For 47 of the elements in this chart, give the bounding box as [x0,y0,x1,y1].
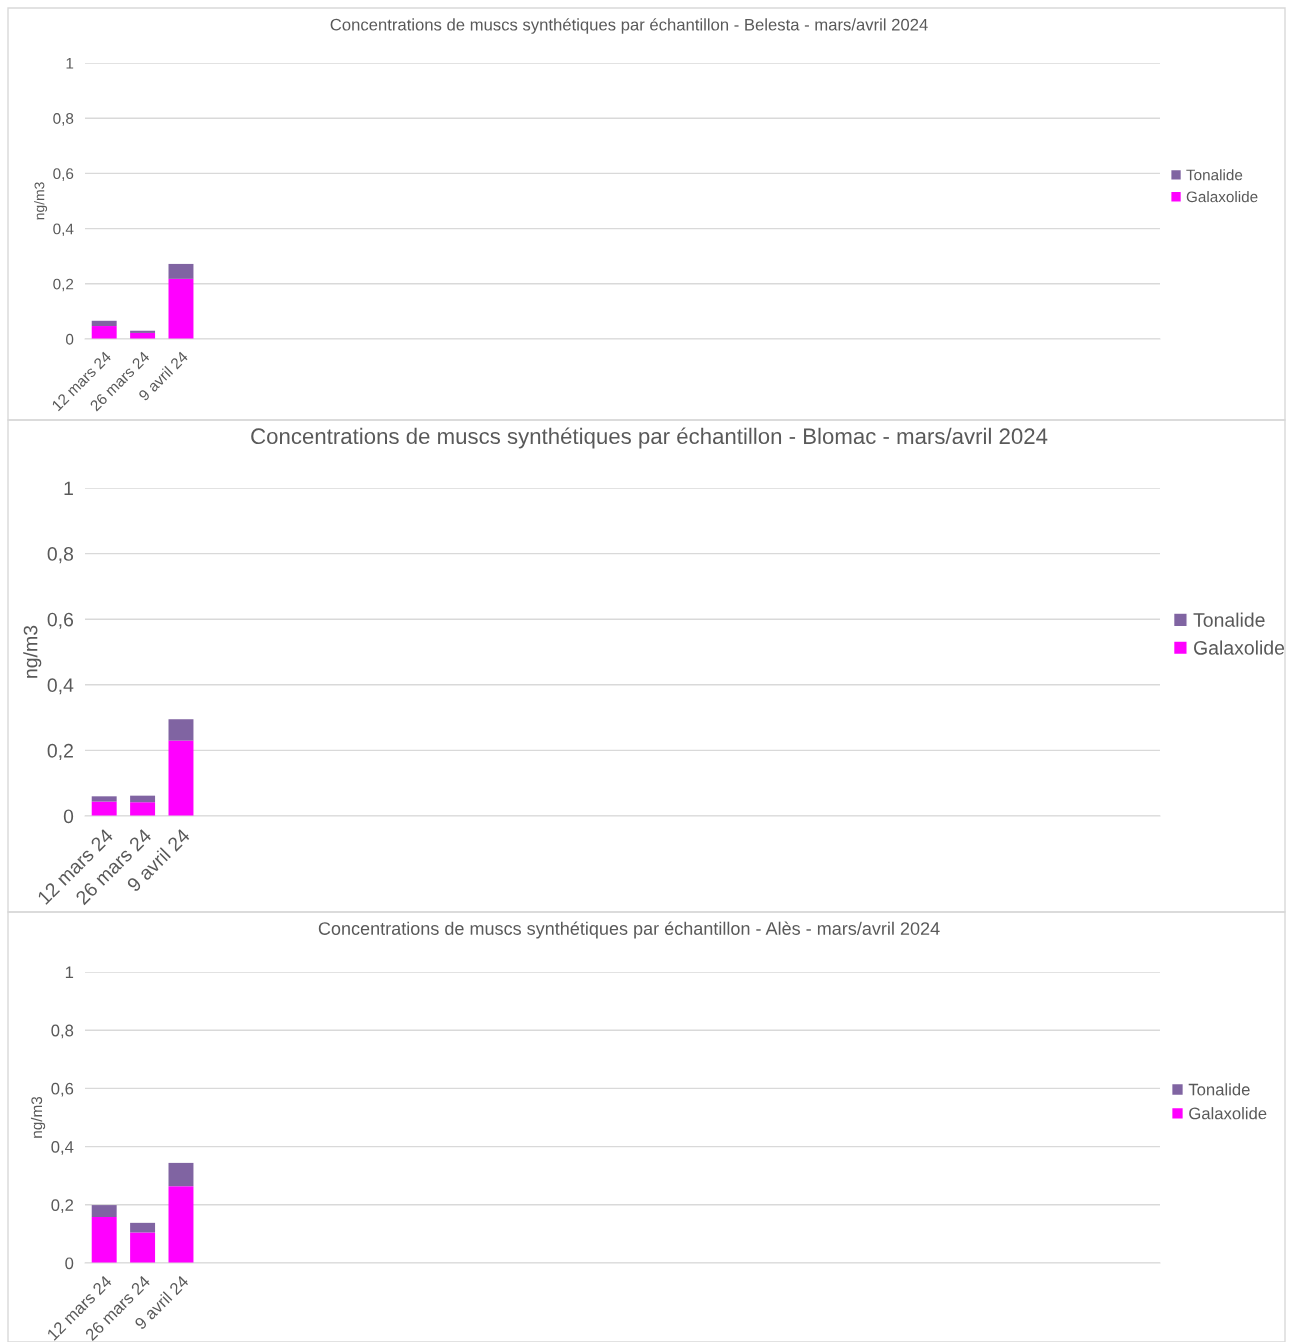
y-tick-label: 0,6 [51,1082,74,1097]
y-tick-label: 1 [65,966,74,979]
y-tick-label: 1 [64,481,73,496]
legend-label: Tonalide [1188,1083,1250,1096]
y-tick-label: 0,6 [47,612,74,629]
bar [91,326,117,339]
y-axis-title: ng/m3 [30,1096,46,1138]
y-tick-label: 0 [65,333,74,345]
y-tick-label: 0,8 [51,1024,74,1039]
bar [168,740,194,816]
bar [91,796,117,802]
y-axis-title: ng/m3 [23,625,42,678]
bar [91,320,117,327]
y-tick-label: 0,2 [51,1199,74,1213]
y-tick-label: 0,6 [53,168,74,181]
bar [130,330,156,333]
y-tick-label: 0 [63,809,74,824]
chart-title: Concentrations de muscs synthétiques par échantillon - Belesta - mars/avril 2024 [330,18,928,34]
chart-title: Concentrations de muscs synthétiques par échantillon - Alès - mars/avril 2024 [318,921,940,939]
y-tick-label: 0,8 [47,547,74,564]
bar [91,1217,117,1263]
y-tick-label: 0,2 [53,278,74,292]
bar [168,719,194,741]
y-tick-label: 0,4 [47,678,74,695]
bar [168,1162,194,1187]
legend-label: Tonalide [1193,612,1265,627]
chart-title: Concentrations de muscs synthétiques par échantillon - Blomac - mars/avril 2024 [251,427,1048,449]
y-tick-label: 0,8 [53,113,74,126]
y-tick-label: 0,2 [47,743,73,760]
legend-label: Galaxolide [1186,191,1258,203]
y-axis-title: ng/m3 [34,182,48,220]
legend-label: Galaxolide [1189,1107,1267,1120]
legend-label: Galaxolide [1194,640,1285,655]
bar [168,1186,194,1263]
bar [168,263,194,279]
y-tick-label: 1 [66,58,74,69]
bar [130,1222,156,1233]
bar [91,801,117,816]
bar [130,802,156,816]
bar [91,1205,117,1218]
y-tick-label: 0,4 [53,223,74,237]
bar [130,795,156,803]
bar [168,278,194,339]
legend-label: Tonalide [1186,169,1243,181]
y-tick-label: 0 [65,1257,74,1270]
y-tick-label: 0,4 [51,1141,74,1155]
bar [130,1232,156,1263]
